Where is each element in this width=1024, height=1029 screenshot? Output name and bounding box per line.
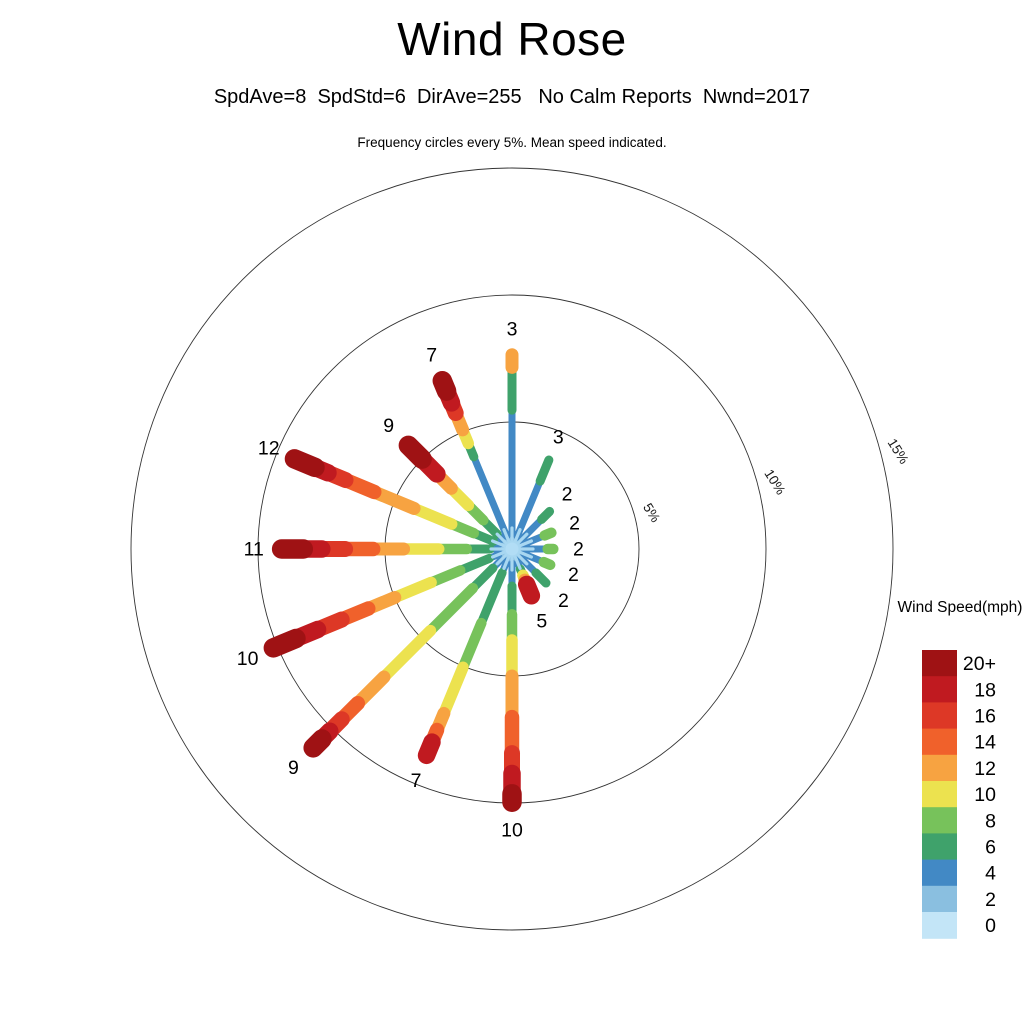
ray-segment-NNW-4: [470, 453, 511, 540]
ray-segment-ESE-8: [538, 556, 556, 571]
wind-rays: [263, 348, 559, 812]
ray-segment-SW-8: [425, 582, 479, 636]
mean-speed-label-ESE: 2: [568, 564, 579, 586]
ray-segment-SW-10: [378, 624, 437, 683]
legend-swatch-20+: [922, 650, 957, 677]
legend-swatch-12: [922, 754, 957, 782]
ray-segment-SSE-18: [517, 575, 541, 605]
mean-speed-label-S: 10: [501, 820, 523, 842]
legend-swatch-2: [922, 885, 957, 913]
wind-speed-legend: Wind Speed(mph) 20+ 18 16 14 12 10 8 6 4 2 0: [898, 599, 1023, 939]
legend-label-20+: 20+: [963, 653, 996, 675]
ray-segment-SSW-8: [458, 617, 487, 672]
ray-segment-WNW-20+: [284, 449, 325, 478]
legend-swatch-6: [922, 833, 957, 861]
legend-label-12: 12: [974, 758, 996, 780]
legend-label-2: 2: [985, 889, 996, 911]
legend-swatch-8: [922, 807, 957, 834]
mean-speed-label-NNE: 3: [553, 427, 564, 449]
ray-segment-NNE-4: [513, 477, 544, 541]
legend-label-10: 10: [974, 784, 996, 806]
legend-swatch-14: [922, 728, 957, 756]
legend-label-18: 18: [974, 679, 996, 701]
legend-title: Wind Speed(mph): [898, 599, 1023, 616]
ray-segment-WSW-8: [426, 565, 466, 588]
ray-segment-NNW-20+: [432, 371, 457, 401]
ray-segment-WSW-20+: [263, 628, 306, 658]
ring-label-15%: 15%: [885, 436, 912, 467]
legend-label-16: 16: [974, 706, 996, 728]
mean-speed-label-N: 3: [507, 318, 518, 340]
mean-speed-label-W: 11: [244, 539, 264, 561]
legend-swatch-4: [922, 859, 957, 887]
ray-segment-SE-6: [531, 568, 551, 588]
legend-label-14: 14: [974, 732, 996, 754]
wind-ray-SW: [303, 546, 515, 758]
mean-speed-label-SSE: 5: [536, 610, 547, 632]
ray-segment-NNE-6: [535, 455, 554, 486]
mean-speed-label-NNW: 7: [426, 345, 437, 367]
ray-segment-ENE-8: [539, 527, 557, 541]
center-starburst: [489, 526, 535, 572]
wind-ray-SSW: [417, 546, 515, 765]
mean-speed-label-SSW: 7: [411, 770, 422, 792]
ray-segment-WNW-10: [409, 503, 458, 530]
ray-segment-WNW-12: [368, 485, 421, 515]
ring-label-5%: 5%: [640, 500, 663, 524]
mean-speed-label-WSW: 10: [237, 648, 259, 670]
frequency-note: Frequency circles every 5%. Mean speed i…: [357, 135, 667, 150]
mean-speed-label-WNW: 12: [258, 438, 280, 460]
ray-segment-WSW-6: [456, 553, 494, 575]
mean-speed-label-NW: 9: [383, 415, 394, 437]
legend-swatch-10: [922, 781, 957, 808]
legend-label-6: 6: [985, 837, 996, 859]
frequency-ring-15%: [130, 167, 894, 931]
mean-speed-label-SE: 2: [558, 590, 569, 612]
ray-segment-SSW-18: [417, 733, 441, 765]
legend-label-4: 4: [985, 863, 996, 885]
wind-ray-WSW: [263, 546, 515, 658]
ray-segment-WSW-10: [389, 576, 437, 603]
stats-subtitle: SpdAve=8 SpdStd=6 DirAve=255 No Calm Rep…: [213, 86, 811, 108]
chart-title: Wind Rose: [397, 13, 627, 65]
ray-segment-NW-20+: [398, 435, 432, 469]
legend-label-8: 8: [985, 810, 996, 832]
ray-segment-SW-20+: [303, 729, 332, 758]
mean-speed-label-SW: 9: [288, 757, 299, 779]
mean-speed-label-ENE: 2: [569, 513, 580, 535]
mean-speed-label-NE: 2: [562, 483, 573, 505]
legend-label-0: 0: [985, 915, 996, 937]
ray-segment-SSW-10: [438, 661, 469, 719]
wind-ray-WNW: [284, 449, 515, 552]
ray-segment-SSW-6: [477, 568, 507, 628]
ring-label-10%: 10%: [761, 467, 788, 498]
center-dot: [505, 542, 519, 556]
legend-swatch-16: [922, 702, 957, 730]
frequency-ring-labels: 5% 10% 15%: [640, 436, 912, 525]
legend-swatch-18: [922, 676, 957, 703]
mean-speed-label-E: 2: [573, 539, 584, 561]
wind-ray-NNW: [432, 371, 515, 552]
legend-swatch-0: [922, 912, 957, 939]
ray-segment-NE-6: [537, 506, 555, 524]
